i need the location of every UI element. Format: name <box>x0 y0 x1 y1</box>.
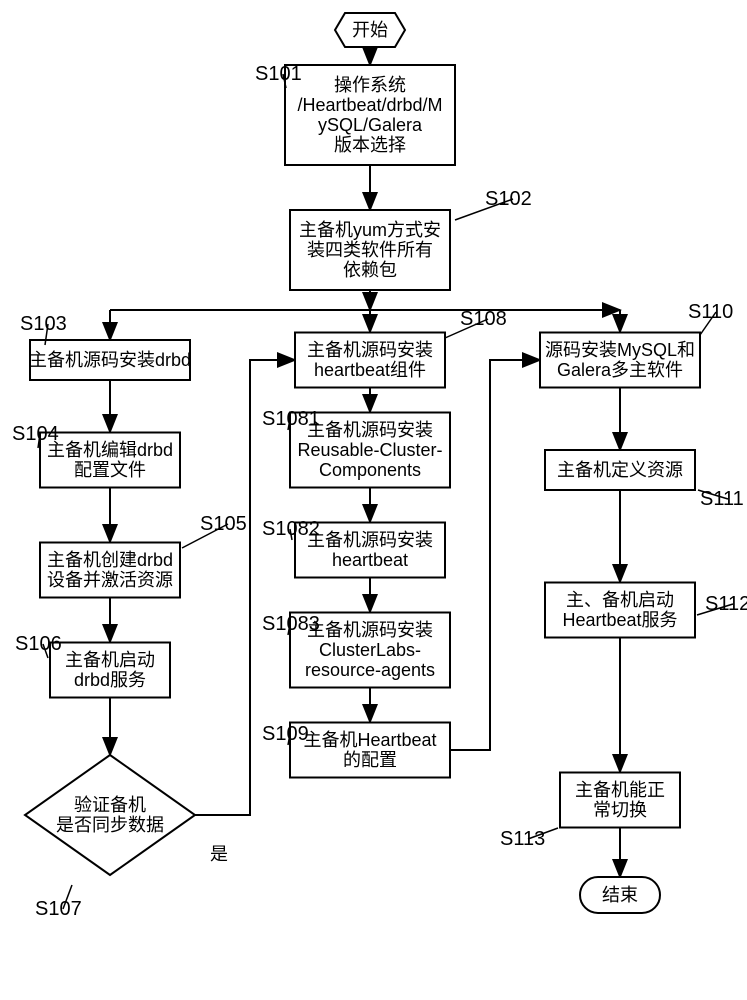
node-s109: 主备机Heartbeat的配置 <box>290 723 450 778</box>
label-S112: S112 <box>697 593 747 615</box>
node-s110: 源码安装MySQL和Galera多主软件 <box>540 333 700 388</box>
label-S102: S102 <box>455 188 532 220</box>
node-end: 结束 <box>580 877 660 913</box>
edge-16 <box>450 360 540 750</box>
label-S108: S108 <box>445 308 507 338</box>
label-S107: S107 <box>35 885 82 920</box>
svg-text:S103: S103 <box>20 313 67 335</box>
svg-text:S112: S112 <box>705 593 747 615</box>
node-text-s111-0: 主备机定义资源 <box>557 460 683 480</box>
node-text-s110-1: Galera多主软件 <box>557 360 683 380</box>
label-S1081: S1081 <box>262 408 320 430</box>
node-text-s104-0: 主备机编辑drbd <box>47 440 173 460</box>
svg-text:S105: S105 <box>200 513 247 535</box>
label-S101: S101 <box>255 63 302 88</box>
node-text-s1082-0: 主备机源码安装 <box>307 530 433 550</box>
node-text-s107-1: 是否同步数据 <box>56 815 164 835</box>
svg-text:S111: S111 <box>700 488 744 510</box>
label-S106: S106 <box>15 633 62 658</box>
node-text-s113-0: 主备机能正 <box>575 780 665 800</box>
node-s103: 主备机源码安装drbd <box>29 340 191 380</box>
svg-text:S113: S113 <box>500 828 545 850</box>
node-s112: 主、备机启动Heartbeat服务 <box>545 583 695 638</box>
node-text-s1083-2: resource-agents <box>305 660 435 680</box>
node-text-s1081-1: Reusable-Cluster- <box>297 440 442 460</box>
svg-text:S107: S107 <box>35 898 82 920</box>
svg-text:S109: S109 <box>262 723 309 745</box>
label-S110: S110 <box>688 301 733 335</box>
node-s111: 主备机定义资源 <box>545 450 695 490</box>
label-S1082: S1082 <box>262 518 320 540</box>
node-s108: 主备机源码安装heartbeat组件 <box>295 333 445 388</box>
node-text-s1083-0: 主备机源码安装 <box>307 620 433 640</box>
svg-text:S101: S101 <box>255 63 302 85</box>
svg-text:S106: S106 <box>15 633 62 655</box>
node-text-s109-0: 主备机Heartbeat <box>303 730 436 750</box>
node-text-s106-1: drbd服务 <box>74 670 146 690</box>
node-s101: 操作系统/Heartbeat/drbd/MySQL/Galera版本选择 <box>285 65 455 165</box>
node-s104: 主备机编辑drbd配置文件 <box>40 433 180 488</box>
node-text-s101-1: /Heartbeat/drbd/M <box>297 95 442 115</box>
node-text-s105-0: 主备机创建drbd <box>47 550 173 570</box>
node-s107: 验证备机是否同步数据 <box>25 755 195 875</box>
node-text-s101-2: ySQL/Galera <box>318 115 423 135</box>
label-S104: S104 <box>12 423 59 448</box>
node-s113: 主备机能正常切换 <box>560 773 680 828</box>
node-text-s108-1: heartbeat组件 <box>314 360 426 380</box>
node-text-s102-2: 依赖包 <box>343 260 397 280</box>
svg-text:S1081: S1081 <box>262 408 320 430</box>
node-text-s1083-1: ClusterLabs- <box>319 640 421 660</box>
node-s105: 主备机创建drbd设备并激活资源 <box>40 543 180 598</box>
node-text-s102-1: 装四类软件所有 <box>307 240 433 260</box>
node-text-s107-0: 验证备机 <box>74 795 146 815</box>
branch-label-0: 是 <box>210 844 228 864</box>
flowchart: 开始操作系统/Heartbeat/drbd/MySQL/Galera版本选择主备… <box>0 0 747 1000</box>
node-s102: 主备机yum方式安装四类软件所有依赖包 <box>290 210 450 290</box>
node-text-s101-0: 操作系统 <box>334 75 406 95</box>
node-text-s102-0: 主备机yum方式安 <box>299 220 441 240</box>
node-text-s106-0: 主备机启动 <box>65 650 155 670</box>
node-text-end-0: 结束 <box>602 885 638 905</box>
node-text-s1081-2: Components <box>319 460 421 480</box>
node-text-s101-3: 版本选择 <box>334 135 406 155</box>
label-S109: S109 <box>262 723 309 745</box>
node-text-s1081-0: 主备机源码安装 <box>307 420 433 440</box>
node-text-s104-1: 配置文件 <box>74 460 146 480</box>
node-text-s113-1: 常切换 <box>593 800 647 820</box>
node-text-s108-0: 主备机源码安装 <box>307 340 433 360</box>
node-text-s112-0: 主、备机启动 <box>566 590 674 610</box>
svg-text:S108: S108 <box>460 308 507 330</box>
node-text-s1082-1: heartbeat <box>332 550 408 570</box>
node-text-s109-1: 的配置 <box>343 750 397 770</box>
label-S1083: S1083 <box>262 613 320 635</box>
svg-text:S104: S104 <box>12 423 59 445</box>
node-text-s105-1: 设备并激活资源 <box>47 570 173 590</box>
node-s106: 主备机启动drbd服务 <box>50 643 170 698</box>
label-S111: S111 <box>698 488 744 510</box>
node-start: 开始 <box>335 13 405 47</box>
svg-text:S1083: S1083 <box>262 613 320 635</box>
label-S113: S113 <box>500 828 558 850</box>
label-S105: S105 <box>182 513 247 548</box>
node-text-s112-1: Heartbeat服务 <box>562 610 677 630</box>
node-text-s103-0: 主备机源码安装drbd <box>29 350 191 370</box>
node-text-start-0: 开始 <box>352 20 388 40</box>
node-text-s110-0: 源码安装MySQL和 <box>545 340 695 360</box>
